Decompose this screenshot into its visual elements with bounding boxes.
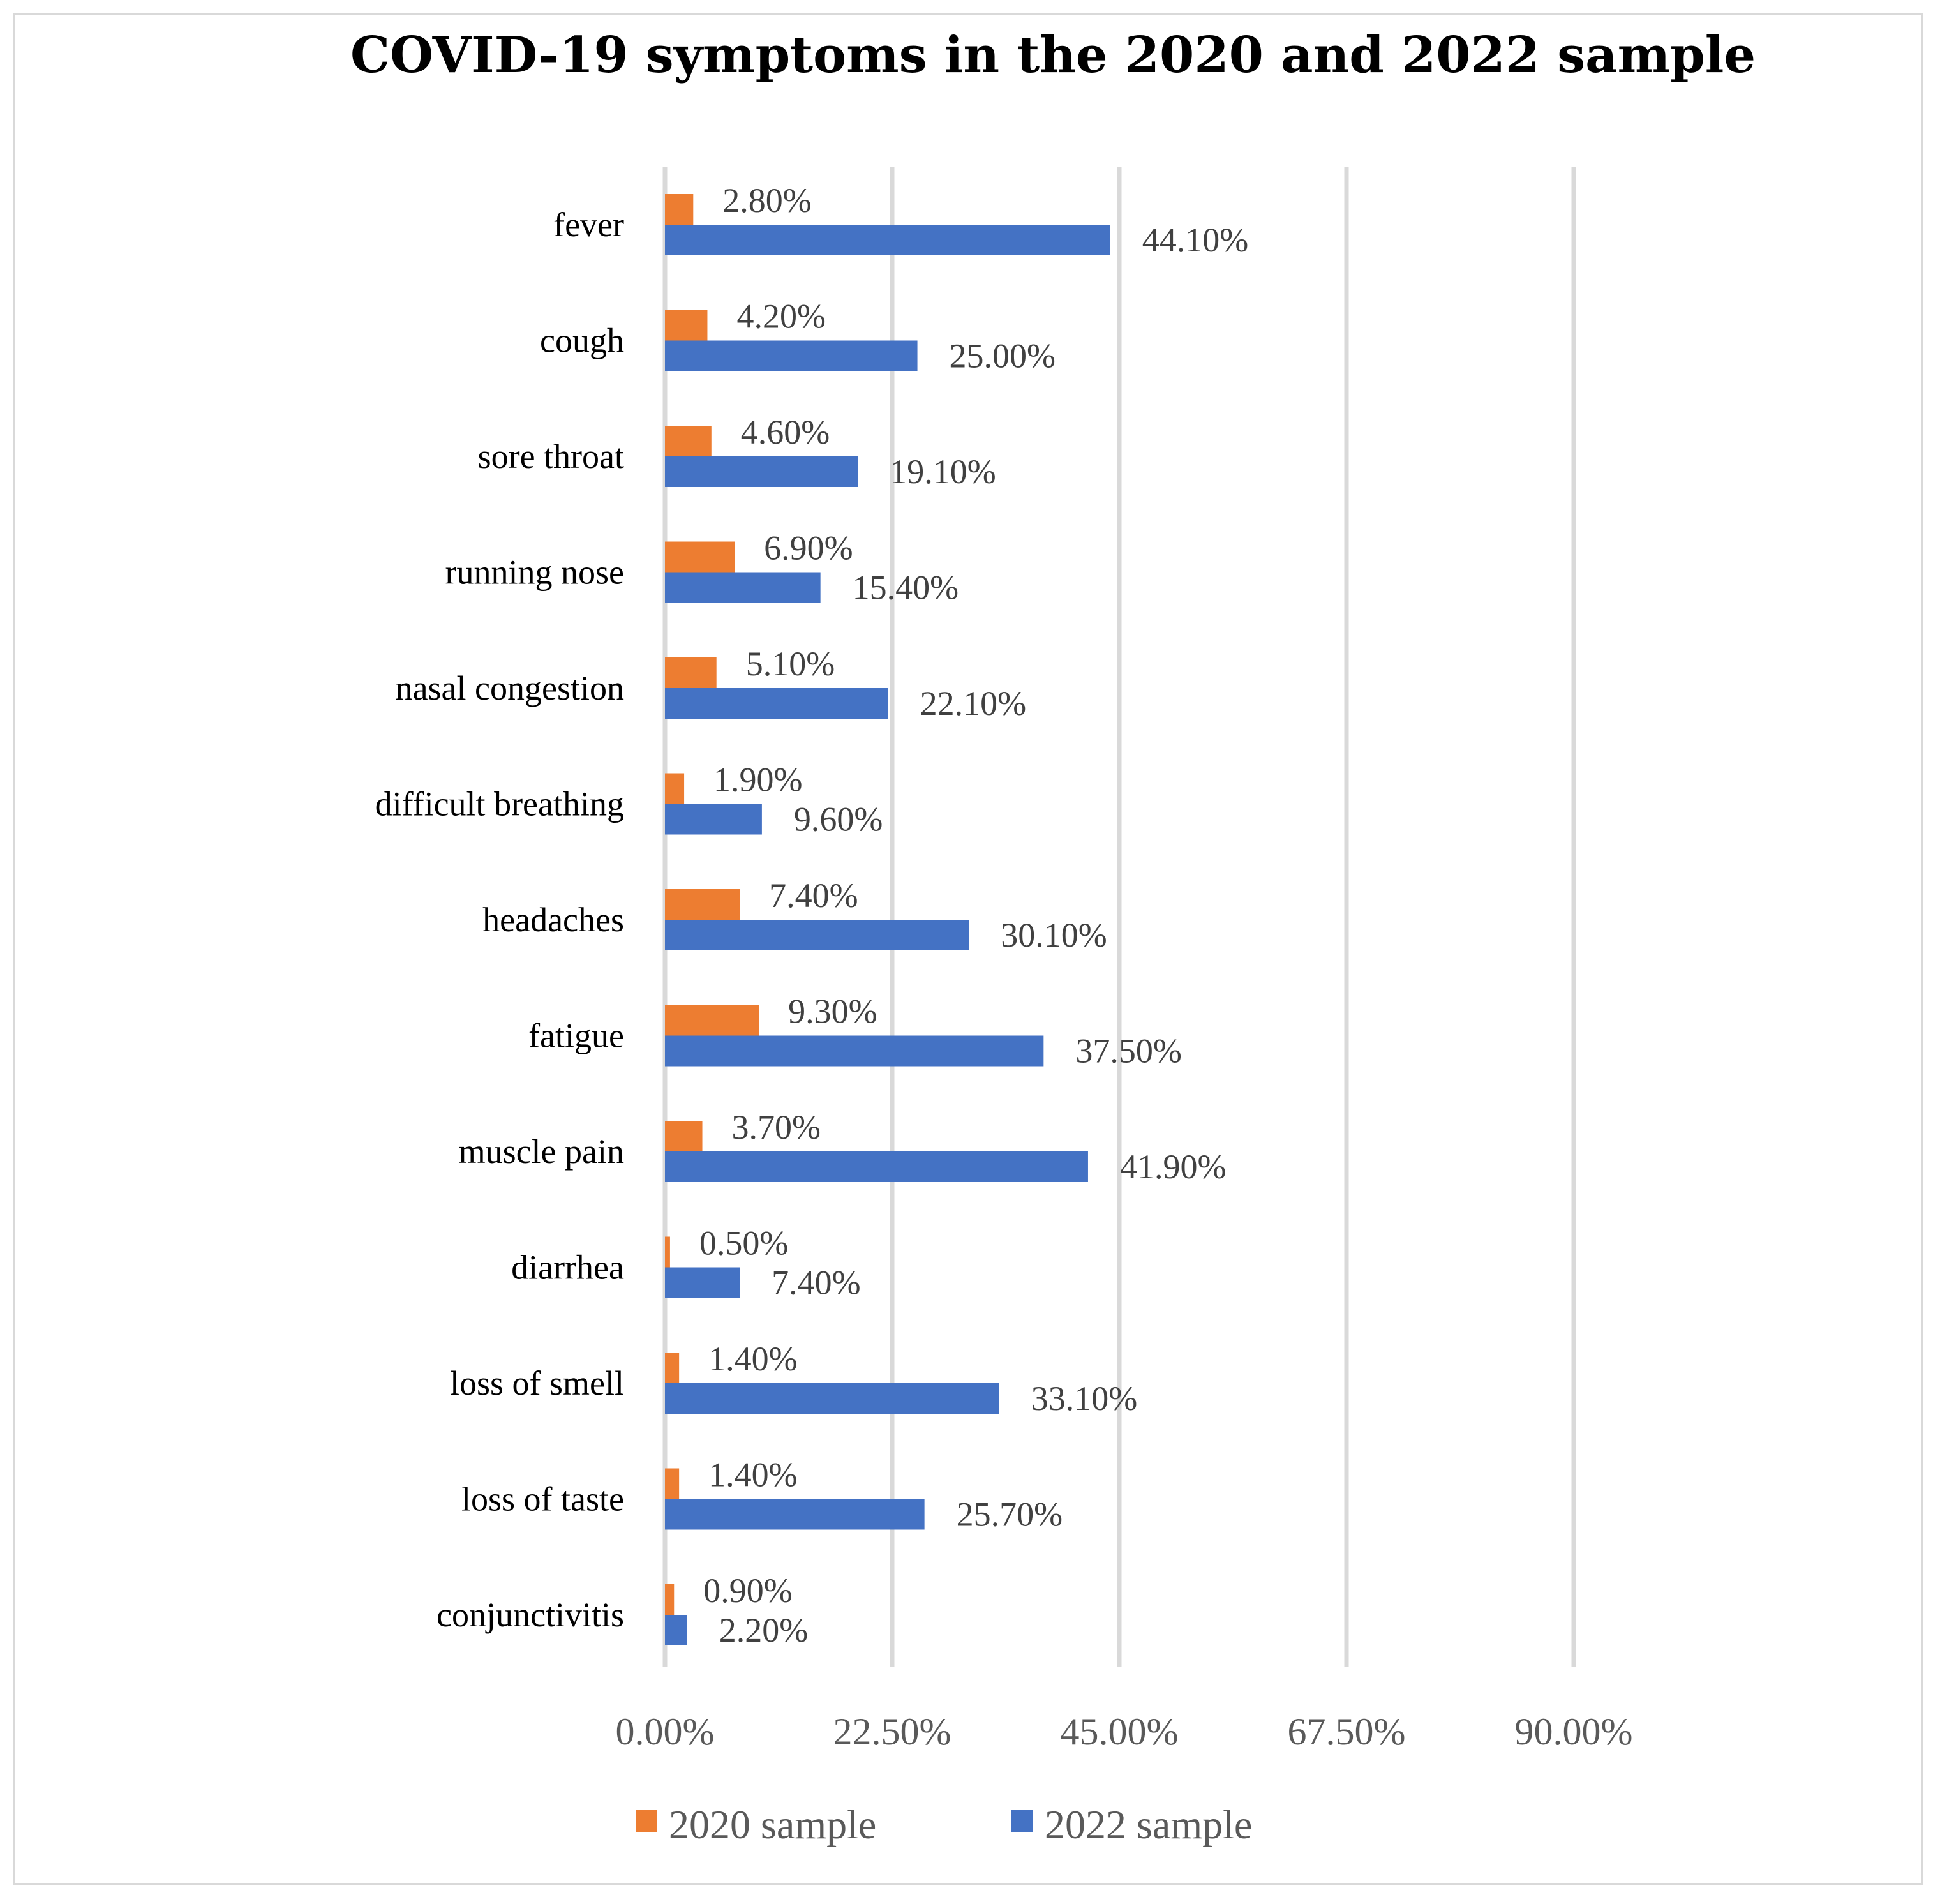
bar-2020 <box>665 194 694 225</box>
data-label-2022: 37.50% <box>1075 1032 1181 1070</box>
bar-2022 <box>665 920 969 950</box>
bar-2020 <box>665 1353 680 1383</box>
legend-swatch-2020 <box>636 1810 657 1832</box>
legend: 2020 sample 2022 sample <box>636 1802 1252 1847</box>
data-label-2020: 4.60% <box>741 413 830 451</box>
bar-2022 <box>665 1035 1044 1067</box>
data-label-2022: 30.10% <box>1001 916 1107 954</box>
data-label-2022: 9.60% <box>794 800 883 839</box>
category-labels: fever cough sore throat running nose nasal c… <box>375 206 624 1634</box>
bar-2022 <box>665 1383 999 1414</box>
bar-2020 <box>665 889 740 920</box>
data-label-2022: 2.20% <box>719 1611 808 1649</box>
category-label: cough <box>540 322 624 360</box>
bar-2022 <box>665 340 918 371</box>
category-label: diarrhea <box>511 1248 624 1287</box>
legend-swatch-2022 <box>1011 1810 1033 1832</box>
data-label-2020: 1.40% <box>708 1340 797 1378</box>
data-label-2020: 1.40% <box>708 1456 797 1494</box>
category-label: fever <box>553 206 624 244</box>
bar-2020 <box>665 1005 759 1036</box>
bar-2022 <box>665 1615 687 1645</box>
bar-2020 <box>665 310 708 341</box>
data-label-2022: 22.10% <box>920 684 1026 723</box>
data-label-2022: 7.40% <box>772 1264 860 1302</box>
data-label-2020: 2.80% <box>722 181 811 220</box>
bar-2020 <box>665 1584 675 1615</box>
bar-2022 <box>665 225 1110 255</box>
data-label-2022: 25.70% <box>957 1495 1063 1534</box>
data-label-2020: 4.20% <box>736 297 825 336</box>
data-label-2022: 44.10% <box>1142 221 1248 259</box>
bar-2022 <box>665 1151 1088 1182</box>
x-tick-label: 45.00% <box>1061 1711 1179 1753</box>
category-label: headaches <box>482 901 624 939</box>
data-label-2020: 1.90% <box>713 761 802 799</box>
bar-2022 <box>665 804 762 835</box>
chart-title: COVID-19 symptoms in the 2020 and 2022 s… <box>350 26 1756 84</box>
data-labels: 2.80% 44.10% 4.20% 25.00% 4.60% 19.10% 6.90%15… <box>699 181 1248 1649</box>
bar-2022 <box>665 688 888 719</box>
category-label: nasal congestion <box>396 669 624 707</box>
bars <box>665 194 1110 1645</box>
data-label-2020: 9.30% <box>788 993 877 1031</box>
data-label-2022: 25.00% <box>950 337 1056 375</box>
data-label-2022: 15.40% <box>853 569 959 607</box>
bar-2020 <box>665 426 712 456</box>
x-tick-label: 22.50% <box>833 1711 951 1753</box>
data-label-2020: 0.90% <box>703 1571 792 1610</box>
category-label: running nose <box>445 553 624 592</box>
data-label-2020: 3.70% <box>732 1108 821 1146</box>
bar-2020 <box>665 1236 670 1268</box>
bar-2022 <box>665 572 821 603</box>
x-tick-label: 67.50% <box>1288 1711 1406 1753</box>
data-label-2022: 33.10% <box>1031 1379 1137 1418</box>
x-tick-label: 90.00% <box>1515 1711 1633 1753</box>
x-tick-label: 0.00% <box>616 1711 715 1753</box>
bar-2020 <box>665 657 717 688</box>
x-axis-ticks: 0.00% 22.50% 45.00% 67.50% 90.00% <box>616 1711 1633 1753</box>
bar-2022 <box>665 1499 925 1530</box>
category-label: muscle pain <box>459 1132 624 1171</box>
bar-2020 <box>665 773 685 804</box>
legend-label-2020: 2020 sample <box>669 1802 876 1847</box>
bar-2020 <box>665 1121 703 1151</box>
data-label-2022: 41.90% <box>1120 1148 1226 1186</box>
data-label-2020: 0.50% <box>699 1224 788 1263</box>
gridlines <box>662 167 1576 1667</box>
legend-label-2022: 2022 sample <box>1045 1802 1252 1847</box>
chart-frame <box>13 13 1923 1885</box>
category-label: loss of taste <box>461 1480 624 1518</box>
data-label-2020: 6.90% <box>764 529 853 567</box>
bar-2022 <box>665 456 858 487</box>
category-label: fatigue <box>528 1017 624 1055</box>
bar-2022 <box>665 1267 740 1298</box>
bar-2020 <box>665 1468 680 1499</box>
category-label: loss of smell <box>450 1364 624 1402</box>
data-label-2020: 7.40% <box>769 876 858 915</box>
category-label: difficult breathing <box>375 785 624 823</box>
data-label-2020: 5.10% <box>746 645 835 683</box>
bar-2020 <box>665 541 735 573</box>
data-label-2022: 19.10% <box>890 453 996 491</box>
category-label: conjunctivitis <box>436 1596 624 1634</box>
category-label: sore throat <box>478 437 624 476</box>
